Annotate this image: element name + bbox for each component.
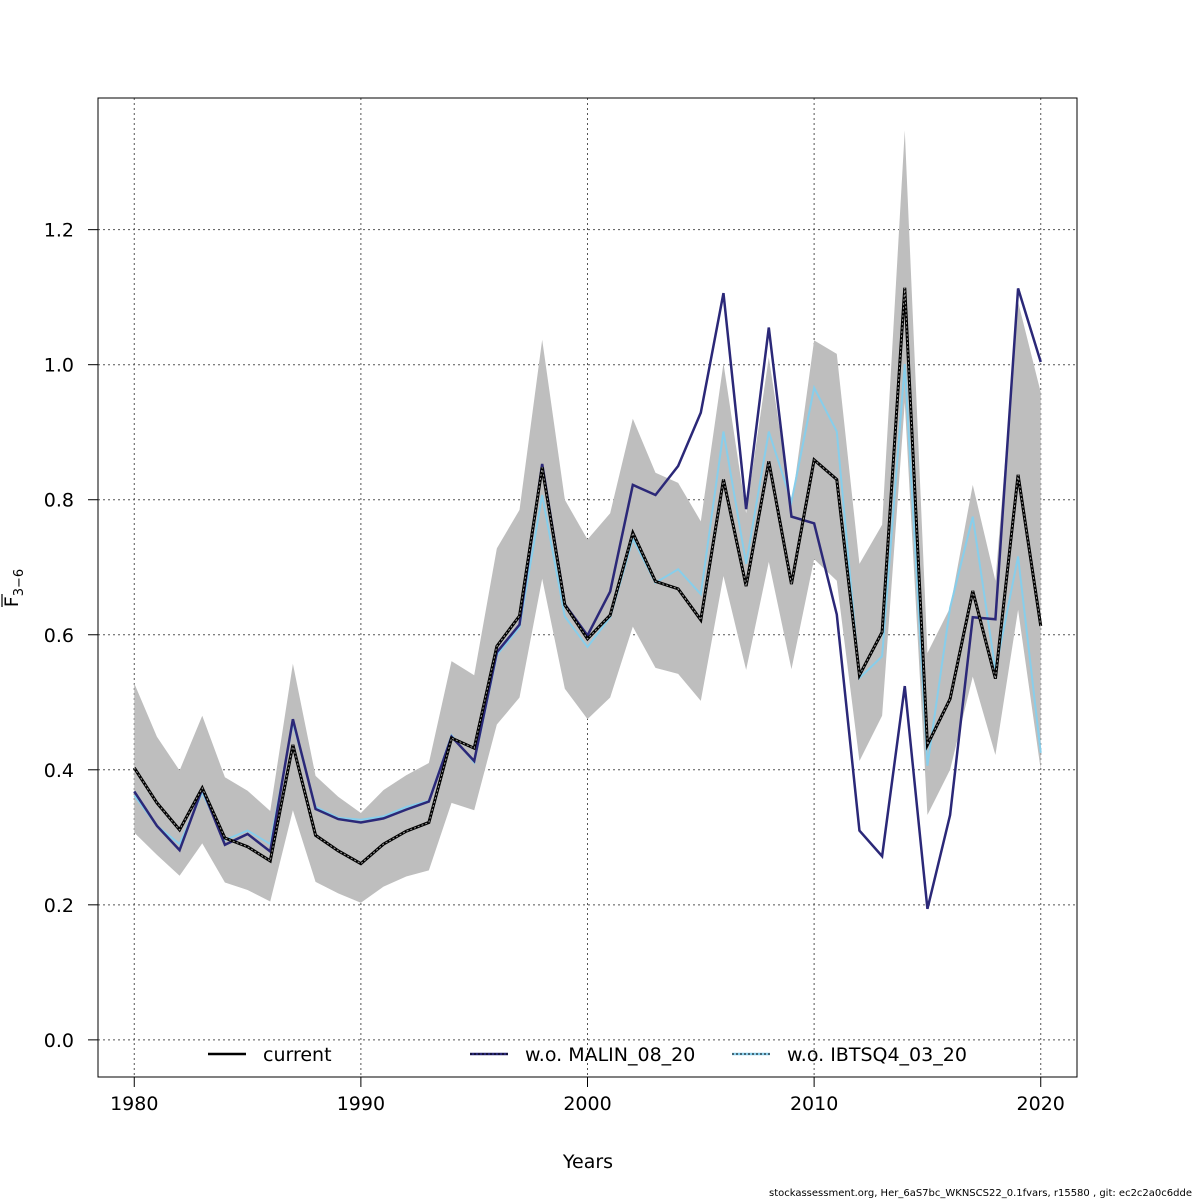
y-tick-label: 1.2	[44, 220, 74, 242]
x-tick-label: 2000	[563, 1093, 611, 1115]
y-axis-title-sub: 3−6	[12, 569, 27, 596]
svg-text:F3−6: F3−6	[1, 569, 27, 607]
legend-label: w.o. MALIN_08_20	[525, 1044, 695, 1066]
series-line-malin	[133, 288, 1042, 910]
y-tick-label: 0.6	[44, 625, 74, 647]
x-axis-title: Years	[562, 1151, 613, 1173]
legend-item-ibtsq4: w.o. IBTSQ4_03_20	[732, 1044, 967, 1066]
legend-label: current	[263, 1044, 332, 1066]
x-tick-label: 2010	[790, 1093, 838, 1115]
y-tick-label: 0.4	[44, 760, 74, 782]
series-line-current-dots	[133, 287, 1042, 865]
y-tick-label: 1.0	[44, 355, 74, 377]
legend: current w.o. MALIN_08_20 w.o. IBTSQ4_03_20	[208, 1044, 967, 1066]
legend-label: w.o. IBTSQ4_03_20	[787, 1044, 967, 1066]
y-tick-label: 0.2	[44, 895, 74, 917]
y-axis: 0.0 0.2 0.4 0.6 0.8 1.0 1.2	[44, 220, 98, 1052]
confidence-band-layer	[134, 130, 1041, 903]
x-axis: 1980 1990 2000 2010 2020	[110, 1077, 1065, 1115]
y-axis-title-main: F	[1, 596, 23, 607]
x-tick-label: 2020	[1017, 1093, 1065, 1115]
footer-note: stockassessment.org, Her_6aS7bc_WKNSCS22…	[769, 1188, 1192, 1199]
series-layer	[132, 287, 1043, 910]
y-tick-label: 0.8	[44, 490, 74, 512]
y-axis-title: F3−6	[1, 569, 27, 607]
y-tick-label: 0.0	[44, 1030, 74, 1052]
confidence-band	[134, 130, 1041, 903]
x-tick-label: 1980	[110, 1093, 158, 1115]
x-tick-label: 1990	[337, 1093, 385, 1115]
legend-item-current: current	[208, 1044, 332, 1066]
legend-item-malin: w.o. MALIN_08_20	[470, 1044, 695, 1066]
